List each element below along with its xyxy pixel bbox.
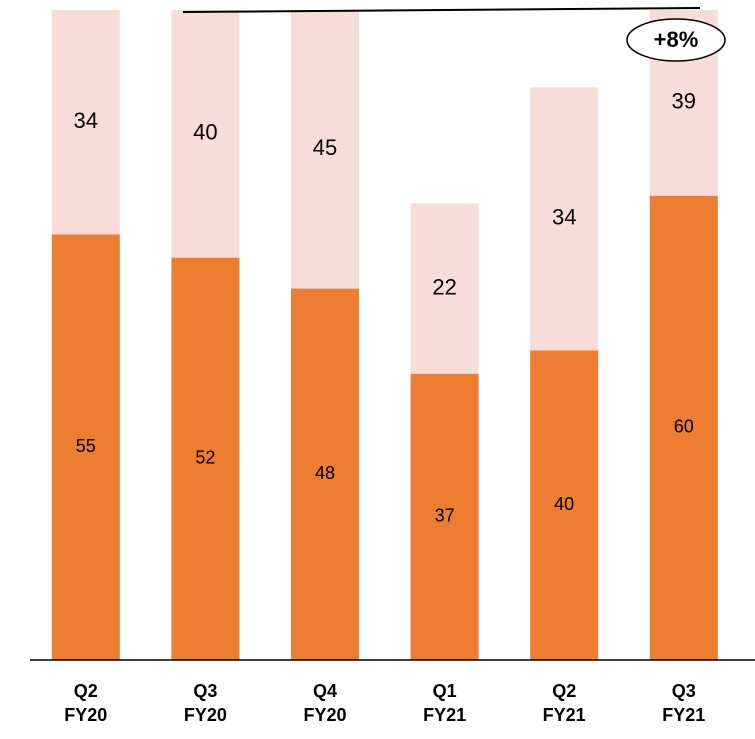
- bar-segment: [171, 10, 240, 258]
- bar-segment: [51, 10, 120, 235]
- data-label: 45: [313, 135, 337, 160]
- x-tick-label: Q3 FY20: [184, 681, 227, 725]
- data-label: 52: [195, 448, 215, 468]
- data-label: 22: [432, 274, 456, 299]
- annotation-oval: [626, 18, 726, 62]
- data-label: 37: [435, 506, 455, 526]
- data-label: 55: [76, 436, 96, 456]
- data-label: 40: [193, 120, 217, 145]
- bar-segment: [530, 87, 599, 351]
- data-label: 60: [674, 417, 694, 437]
- data-label: 39: [672, 89, 696, 114]
- bar-segment: [530, 350, 599, 660]
- trend-line: [182, 7, 701, 13]
- x-tick-label: Q1 FY21: [423, 681, 466, 725]
- bar-segment: [649, 195, 718, 660]
- bar-segment: [171, 257, 240, 660]
- x-tick-label: Q4 FY20: [303, 681, 346, 725]
- bar-segment: [51, 234, 120, 660]
- annotation: +8%: [654, 27, 699, 52]
- data-label: 40: [554, 494, 574, 514]
- data-label: 34: [552, 205, 576, 230]
- x-tick-label: Q2 FY20: [64, 681, 107, 725]
- bar-segment: [410, 203, 479, 374]
- plot-area: [51, 10, 718, 660]
- bar-segment: [291, 288, 359, 660]
- bar-segment: [291, 10, 359, 289]
- data-label: 34: [74, 108, 98, 133]
- x-tick-label: Q3 FY21: [662, 681, 705, 725]
- x-tick-label: Q2 FY21: [543, 681, 586, 725]
- bar-segment: [410, 373, 479, 660]
- data-label: 48: [315, 463, 335, 483]
